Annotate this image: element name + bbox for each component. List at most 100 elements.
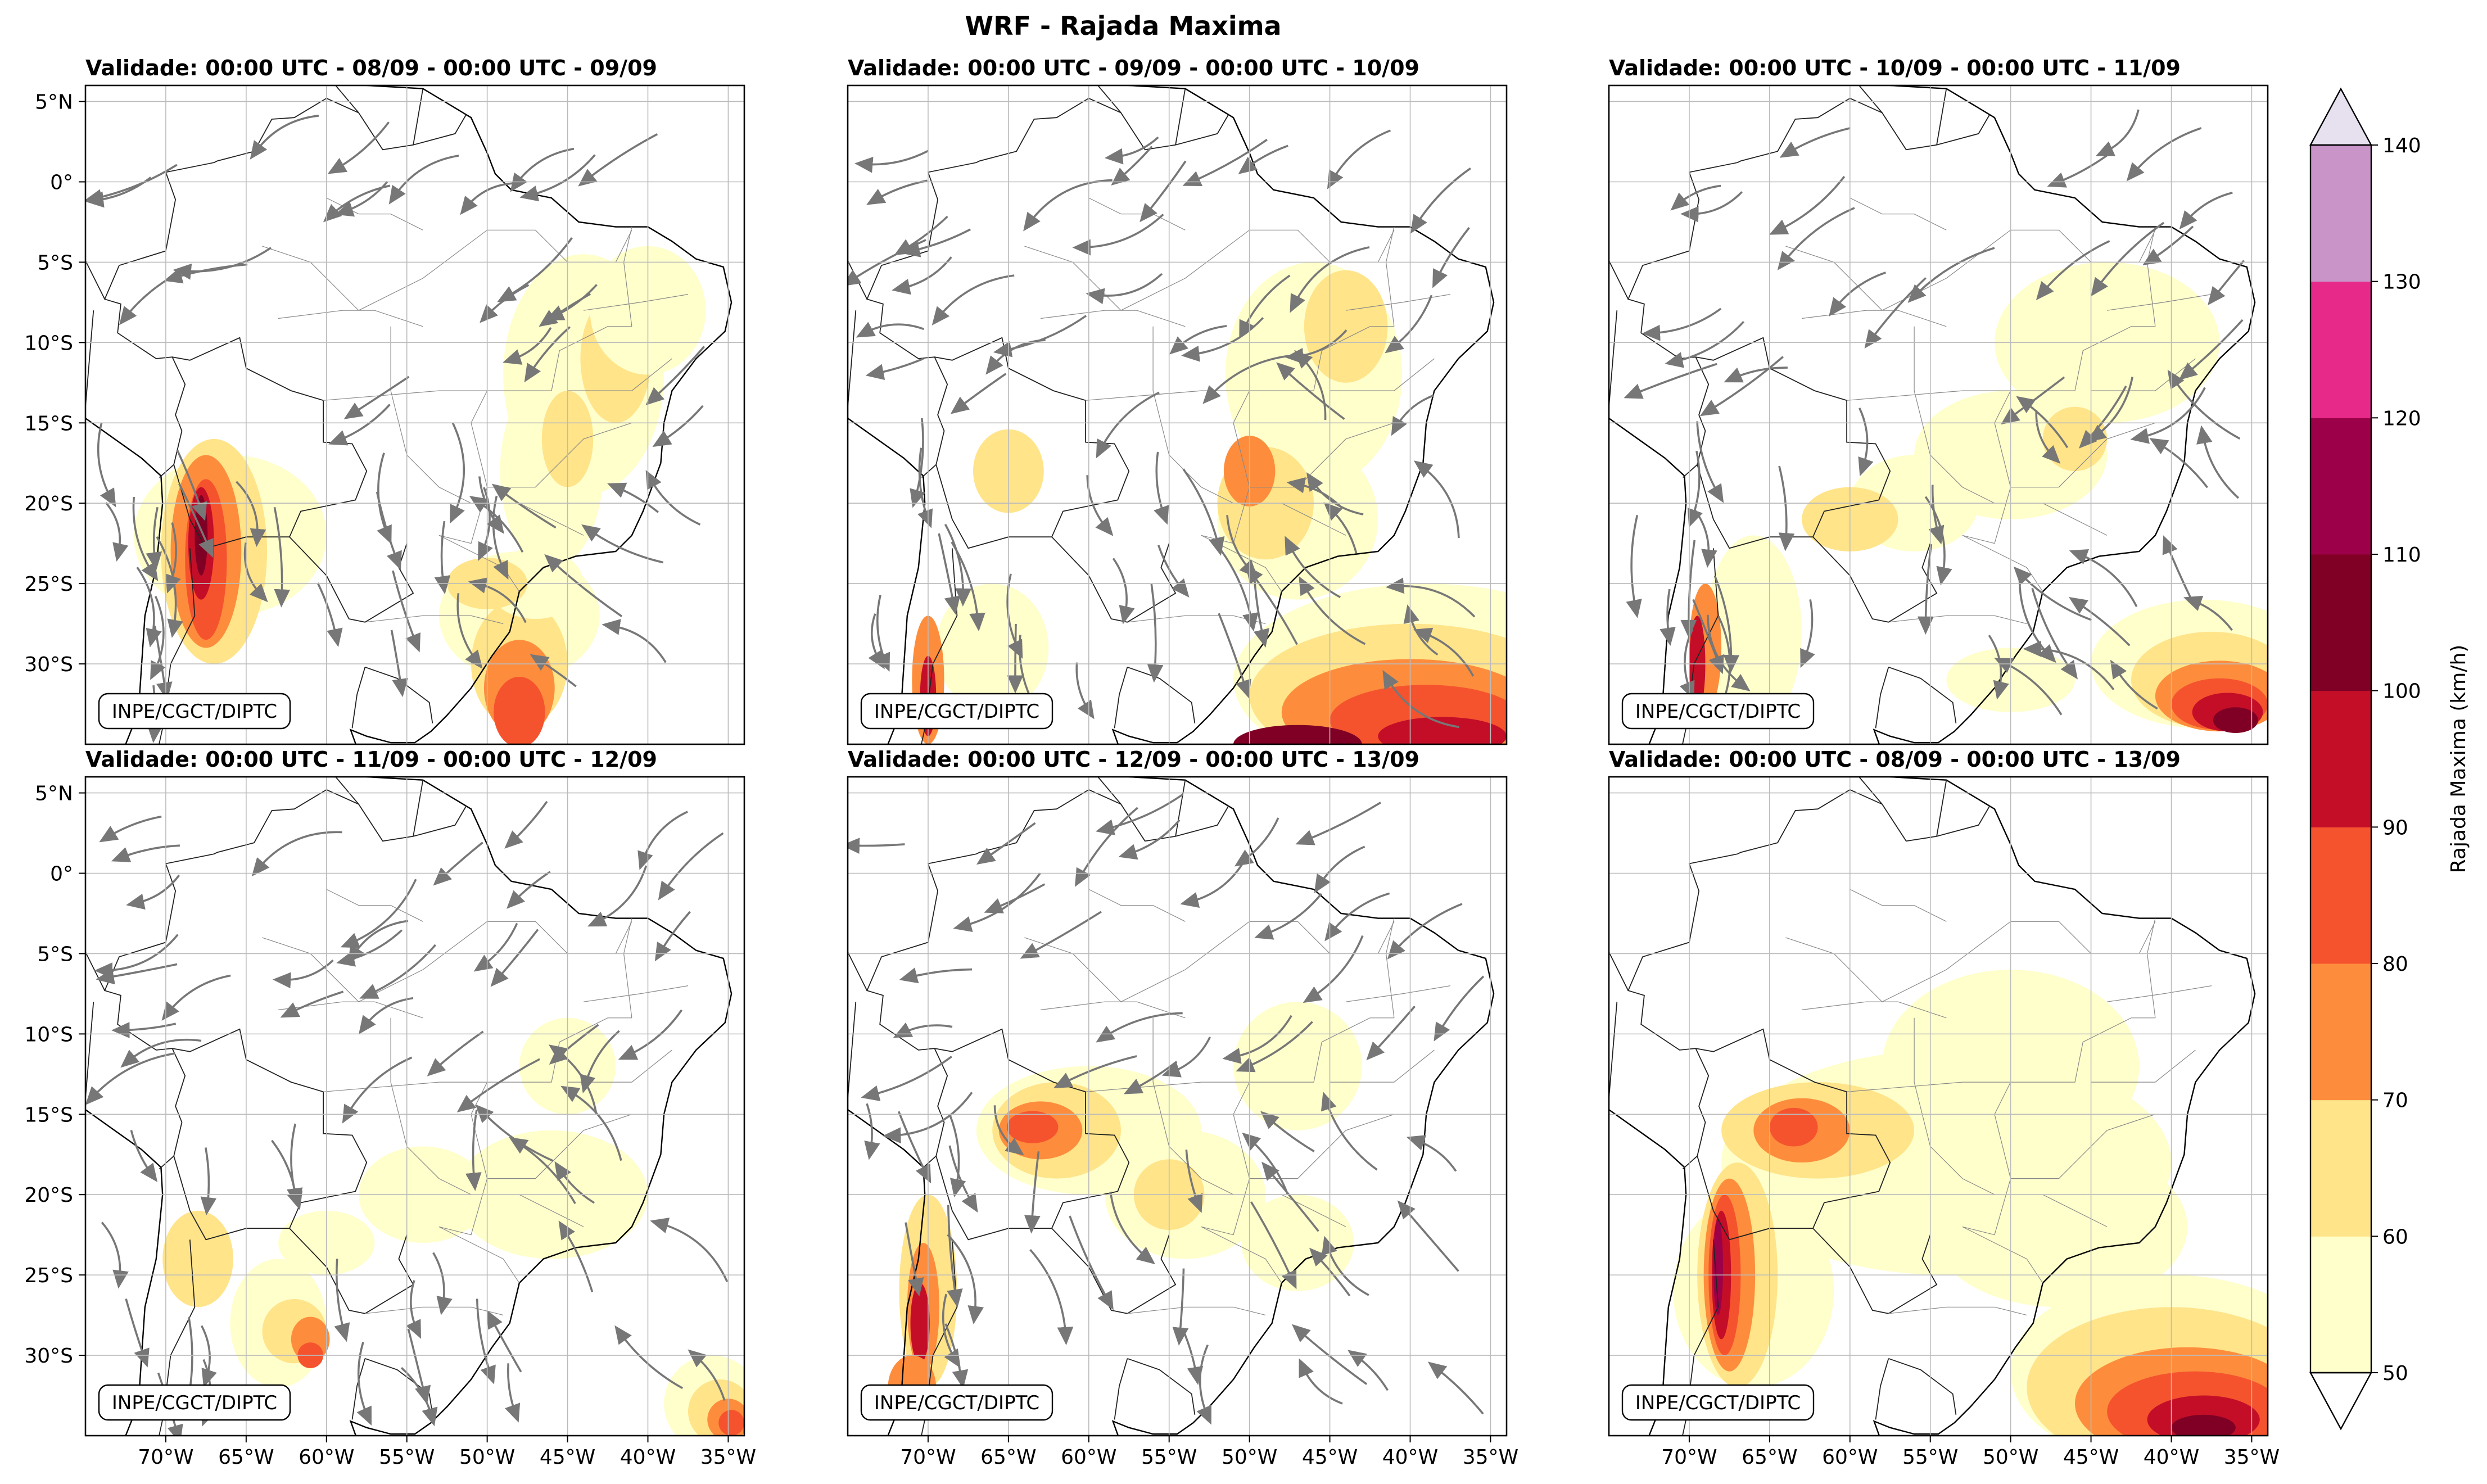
streamline xyxy=(478,487,493,562)
streamline xyxy=(645,346,706,405)
panel-title: Validade: 00:00 UTC - 08/09 - 00:00 UTC … xyxy=(1609,747,2181,772)
streamline xyxy=(976,822,1036,865)
streamline xyxy=(85,1052,175,1105)
country-border xyxy=(334,85,359,114)
state-border xyxy=(1330,358,1435,391)
streamline xyxy=(392,570,421,653)
streamline xyxy=(119,270,182,325)
colorbar-segment xyxy=(2310,963,2371,1101)
streamline xyxy=(1252,568,1270,648)
streamline xyxy=(126,874,180,910)
streamline xyxy=(342,1056,413,1124)
streamline xyxy=(1687,450,1703,528)
streamline xyxy=(875,594,890,672)
panel-frame xyxy=(1608,776,2269,1437)
panel-title: Validade: 00:00 UTC - 11/09 - 00:00 UTC … xyxy=(85,747,657,772)
gust-contour xyxy=(1769,1107,1818,1147)
country-border xyxy=(1609,310,1618,407)
lon-tick-label: 60°W xyxy=(299,1446,354,1469)
streamline xyxy=(618,1009,683,1060)
streamline xyxy=(544,554,623,617)
figure-title: WRF - Rajada Maxima xyxy=(965,11,1281,41)
streamline xyxy=(899,967,973,984)
streamline xyxy=(1234,817,1279,867)
panel-title: Validade: 00:00 UTC - 08/09 - 00:00 UTC … xyxy=(85,56,657,80)
streamline xyxy=(1053,1055,1137,1089)
wind-streamlines xyxy=(85,800,729,1436)
streamline xyxy=(388,155,459,205)
state-border xyxy=(1346,294,1451,311)
streamline xyxy=(1295,802,1381,845)
colorbar-tick-label: 130 xyxy=(2382,271,2421,294)
country-border xyxy=(1682,1155,1698,1170)
country-border xyxy=(1097,777,1122,805)
map-content xyxy=(848,85,1507,744)
streamline xyxy=(1254,893,1323,940)
streamline xyxy=(1624,363,1717,399)
streamline xyxy=(251,831,342,877)
streamline xyxy=(2183,595,2233,631)
country-border xyxy=(85,310,94,407)
streamline xyxy=(2110,659,2158,710)
map-content xyxy=(848,777,1507,1436)
streamline xyxy=(1413,460,1460,539)
country-border xyxy=(85,259,106,300)
streamline xyxy=(1382,669,1459,729)
streamline xyxy=(1699,356,1784,417)
streamline xyxy=(985,339,1046,375)
country-border xyxy=(1127,1358,1196,1415)
lat-tick-label: 25°S xyxy=(24,1264,73,1287)
streamline xyxy=(2126,127,2202,182)
streamline xyxy=(947,1234,984,1324)
streamline xyxy=(2001,376,2065,425)
streamline xyxy=(1299,1358,1343,1405)
streamline xyxy=(1696,421,1724,503)
state-border xyxy=(1847,326,2155,401)
country-border xyxy=(1114,1358,1128,1420)
country-border xyxy=(1858,85,1883,114)
lon-tick-label: 45°W xyxy=(2063,1446,2119,1469)
colorbar-segment xyxy=(2310,1236,2371,1373)
streamline xyxy=(1291,1324,1368,1385)
streamline xyxy=(1323,502,1358,554)
streamline xyxy=(1777,207,1855,270)
streamline xyxy=(101,1221,129,1289)
streamline xyxy=(1109,1191,1155,1265)
panels-container: Validade: 00:00 UTC - 08/09 - 00:00 UTC … xyxy=(24,56,2280,1469)
state-border xyxy=(2107,985,2212,1002)
country-border xyxy=(921,464,937,478)
streamline xyxy=(864,1103,880,1160)
lon-tick-label: 35°W xyxy=(2224,1446,2280,1469)
streamline xyxy=(323,184,391,223)
state-border xyxy=(567,358,672,391)
colorbar-tick-label: 120 xyxy=(2382,407,2421,430)
state-border xyxy=(1330,1049,1435,1083)
streamline xyxy=(2130,387,2206,444)
streamline xyxy=(1086,475,1114,536)
streamline xyxy=(243,542,268,603)
streamline xyxy=(1321,1092,1378,1171)
streamline xyxy=(272,959,334,989)
streamline xyxy=(1096,391,1160,459)
streamline xyxy=(1260,1111,1315,1152)
streamline xyxy=(1864,277,1927,349)
streamline xyxy=(1095,793,1184,835)
lat-tick-label: 5°S xyxy=(37,251,73,274)
streamline xyxy=(1347,1350,1389,1391)
streamline xyxy=(99,815,162,843)
streamline xyxy=(942,1293,961,1369)
colorbar-tick-label: 100 xyxy=(2382,680,2421,703)
state-border xyxy=(438,1178,488,1236)
streamline xyxy=(334,180,388,217)
country-border xyxy=(1609,1002,1618,1098)
streamline xyxy=(1181,317,1264,362)
country-border xyxy=(1097,85,1122,114)
streamline xyxy=(1406,1135,1457,1172)
wind-streamlines xyxy=(85,115,706,743)
streamline xyxy=(490,929,539,987)
country-border xyxy=(1936,88,1947,145)
streamline xyxy=(1391,394,1435,436)
streamline xyxy=(450,422,465,524)
map-panel: Validade: 00:00 UTC - 11/09 - 00:00 UTC … xyxy=(24,747,756,1469)
credit-box: INPE/CGCT/DIPTC xyxy=(1621,1384,1815,1421)
